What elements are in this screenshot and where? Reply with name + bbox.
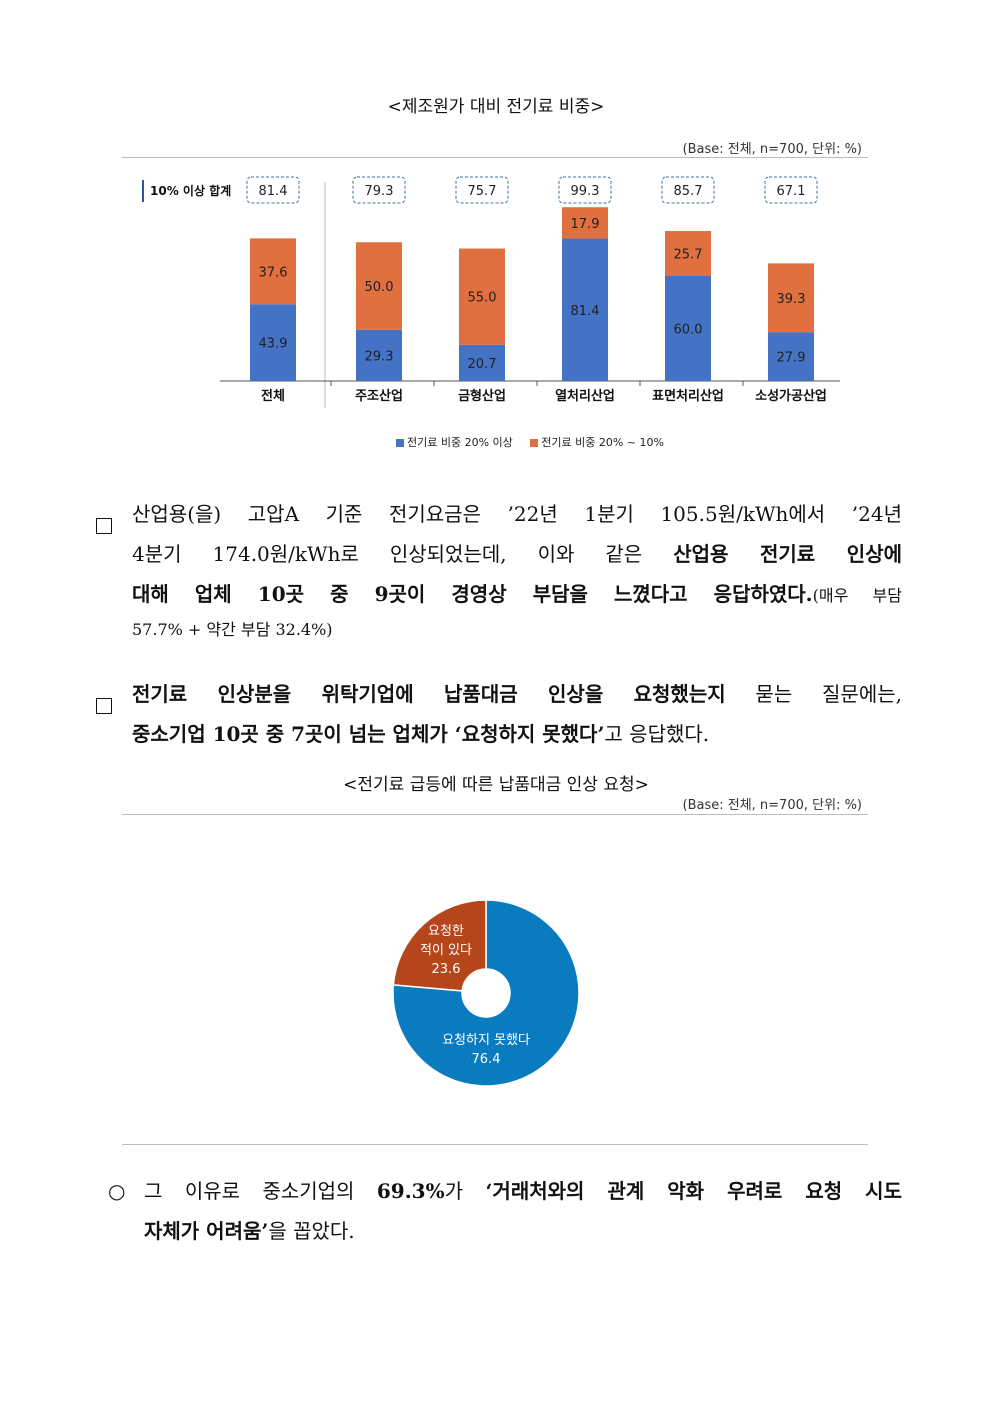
para3-line1-bold1: 69.3%	[376, 1179, 445, 1203]
total-value-0: 81.4	[259, 184, 288, 199]
category-label-4: 표면처리산업	[652, 388, 724, 404]
square-bullet-icon	[96, 698, 112, 714]
bar-value-over20-4: 60.0	[674, 323, 703, 338]
chart1-title: <제조원가 대비 전기료 비중>	[387, 97, 605, 117]
para2-line2: 중소기업 10곳 중 7곳이 넘는 업체가 ‘요청하지 못했다’고 응답했다.	[132, 714, 902, 754]
bar-10to20-5	[768, 263, 814, 333]
bar-value-10to20-4: 25.7	[674, 248, 703, 263]
sum-label: 10% 이상 합계	[142, 180, 237, 202]
bar-10to20-1	[356, 242, 402, 330]
total-box-0	[246, 176, 300, 204]
bar-value-over20-5: 27.9	[777, 351, 806, 366]
para3-line1-text2: 가	[444, 1179, 486, 1203]
legend-item-10to20: 전기료 비중 20% ~ 10%	[530, 436, 664, 449]
total-value-3: 99.3	[571, 184, 600, 199]
chart1-top-rule	[122, 157, 868, 158]
total-value-4: 85.7	[674, 184, 703, 199]
bar-over20-2	[459, 344, 505, 381]
bar-value-over20-0: 43.9	[259, 337, 288, 352]
category-label-5: 소성가공산업	[755, 388, 827, 404]
category-label-2: 금형산업	[458, 388, 506, 404]
bar-over20-4	[665, 276, 711, 381]
paragraph-3: ○ 그 이유로 중소기업의 69.3%가 ‘거래처와의 관계 악화 우려로 요청…	[108, 1171, 902, 1251]
para3-line1-bold2: ‘거래처와의 관계 악화 우려로 요청 시도	[485, 1179, 902, 1203]
chart2-base-note: (Base: 전체, n=700, 단위: %)	[682, 798, 863, 813]
para3-line1-text1: 그 이유로 중소기업의	[144, 1179, 377, 1203]
slice-label-not-requested-line1: 요청하지 못했다	[442, 1033, 530, 1048]
bar-over20-5	[768, 332, 814, 381]
total-box-5	[764, 176, 818, 204]
bar-value-over20-2: 20.7	[468, 357, 497, 372]
category-label-3: 열처리산업	[555, 388, 615, 404]
para2-line1-bold: 전기료 인상분을 위탁기업에 납품대금 인상을 요청했는지	[132, 682, 726, 706]
para2-line2-text: 고 응답했다.	[604, 722, 710, 746]
legend-label-over20: 전기료 비중 20% 이상	[407, 436, 513, 449]
chart2-title: <전기료 급등에 따른 납품대금 인상 요청>	[343, 775, 649, 795]
paragraph-2: 전기료 인상분을 위탁기업에 납품대금 인상을 요청했는지 묻는 질문에는, 중…	[96, 674, 902, 754]
bar-value-over20-1: 29.3	[365, 349, 394, 364]
bar-value-10to20-1: 50.0	[365, 280, 394, 295]
para3-line2-text: 을 꼽았다.	[268, 1219, 355, 1243]
paragraph-1: 산업용(을) 고압A 기준 전기요금은 ’22년 1분기 105.5원/kWh에…	[96, 494, 902, 644]
legend-item-over20: 전기료 비중 20% 이상	[396, 436, 513, 449]
total-box-3	[558, 176, 612, 204]
slice-label-not-requested-value: 76.4	[471, 1052, 501, 1067]
bar-value-10to20-3: 17.9	[571, 217, 600, 232]
slice-label-requested-line1: 요청한	[428, 924, 464, 939]
para2-line2-bold: 중소기업 10곳 중 7곳이 넘는 업체가 ‘요청하지 못했다’	[132, 722, 605, 746]
bar-value-10to20-5: 39.3	[777, 292, 806, 307]
total-box-4	[661, 176, 715, 204]
category-label-0: 전체	[261, 388, 285, 404]
bar-value-10to20-0: 37.6	[259, 265, 288, 280]
slice-label-requested-line2: 적이 있다	[420, 943, 472, 958]
legend-label-10to20: 전기료 비중 20% ~ 10%	[541, 436, 664, 449]
legend-swatch-10to20	[530, 439, 539, 447]
para1-line2-text: 4분기 174.0원/kWh로 인상되었는데, 이와 같은	[132, 542, 674, 566]
total-value-5: 67.1	[777, 184, 806, 199]
chart2-top-rule	[122, 814, 868, 815]
para1-line1: 산업용(을) 고압A 기준 전기요금은 ’22년 1분기 105.5원/kWh에…	[132, 502, 902, 526]
chart2-donut	[392, 899, 580, 1087]
bar-10to20-4	[665, 231, 711, 276]
slice-label-requested: 요청한 적이 있다 23.6	[406, 922, 486, 979]
donut-slice-1	[392, 899, 487, 992]
bar-over20-3	[562, 238, 608, 381]
square-bullet-icon	[96, 518, 112, 534]
para1-line4: 57.7% + 약간 부담 32.4%)	[132, 620, 333, 639]
slice-label-not-requested: 요청하지 못했다 76.4	[426, 1031, 546, 1069]
bar-over20-1	[356, 329, 402, 381]
para1-line2: 4분기 174.0원/kWh로 인상되었는데, 이와 같은 산업용 전기료 인상…	[132, 534, 902, 574]
para1-line2-bold: 산업용 전기료 인상에	[673, 542, 902, 566]
para1-line3-bold: 대해 업체 10곳 중 9곳이 경영상 부담을 느꼈다고 응답하였다.	[132, 582, 813, 606]
bar-10to20-2	[459, 248, 505, 345]
para1-line3-note: (매우 부담	[812, 586, 902, 605]
bar-over20-0	[250, 304, 296, 381]
bar-value-over20-3: 81.4	[571, 304, 600, 319]
chart1-legend: 전기료 비중 20% 이상 전기료 비중 20% ~ 10%	[396, 434, 664, 450]
bar-10to20-3	[562, 207, 608, 239]
total-box-2	[455, 176, 509, 204]
legend-swatch-over20	[396, 439, 404, 447]
chart1-base-note: (Base: 전체, n=700, 단위: %)	[682, 142, 863, 157]
para3-line2-bold: 자체가 어려움’	[144, 1219, 269, 1243]
circle-bullet-icon: ○	[108, 1179, 126, 1203]
slice-label-requested-value: 23.6	[431, 962, 461, 977]
para3-line1: 그 이유로 중소기업의 69.3%가 ‘거래처와의 관계 악화 우려로 요청 시…	[144, 1171, 902, 1211]
bar-10to20-0	[250, 238, 296, 305]
total-box-1	[352, 176, 406, 204]
chart2-bottom-rule	[122, 1144, 868, 1145]
para2-line1: 전기료 인상분을 위탁기업에 납품대금 인상을 요청했는지 묻는 질문에는,	[132, 674, 902, 714]
para3-line2: 자체가 어려움’을 꼽았다.	[144, 1211, 902, 1251]
para1-line3: 대해 업체 10곳 중 9곳이 경영상 부담을 느꼈다고 응답하였다.(매우 부…	[132, 574, 902, 616]
bar-value-10to20-2: 55.0	[468, 291, 497, 306]
donut-slice-0	[392, 899, 580, 1087]
para2-line1-text: 묻는 질문에는,	[725, 682, 902, 706]
total-value-1: 79.3	[365, 184, 394, 199]
category-label-1: 주조산업	[355, 388, 403, 404]
total-value-2: 75.7	[468, 184, 497, 199]
chart1-plot: 43.9 37.6 81.4 전체 29.3 50.0 79.3 주조산업 20.7 55.0 75…	[220, 176, 840, 408]
